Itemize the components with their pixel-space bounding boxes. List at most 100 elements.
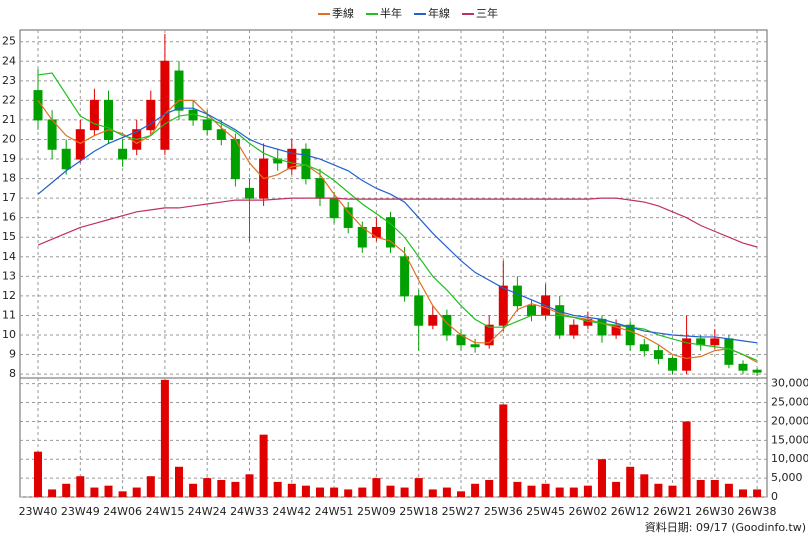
candle-body <box>597 318 607 336</box>
candle-body <box>470 344 480 348</box>
x-tick-label: 25W18 <box>399 505 438 518</box>
volume-bar <box>287 483 296 497</box>
volume-bar <box>217 480 226 497</box>
y-tick-label: 9 <box>9 348 16 361</box>
volume-bar <box>640 474 649 497</box>
candle-body <box>357 226 367 248</box>
candle-body <box>104 99 113 140</box>
x-tick-label: 25W36 <box>484 505 523 518</box>
x-tick-label: 23W49 <box>61 505 100 518</box>
y-tick-label: 14 <box>2 250 16 263</box>
y-tick-label: 15 <box>2 230 16 243</box>
volume-bar <box>231 481 240 497</box>
y-tick-label: 17 <box>2 191 16 204</box>
y-tick-label: 12 <box>2 289 16 302</box>
volume-bar <box>146 476 155 497</box>
candle-body <box>752 369 762 373</box>
legend-label: 三年 <box>476 6 498 20</box>
y2-tick-label: 5,000 <box>771 471 803 484</box>
x-tick-label: 26W02 <box>568 505 607 518</box>
footer: 資料日期: 09/17 (Goodinfo.tw) <box>645 520 806 534</box>
volume-bar <box>428 489 437 497</box>
y-tick-label: 19 <box>2 152 16 165</box>
x-tick-label: 25W09 <box>357 505 396 518</box>
x-tick-label: 23W40 <box>19 505 58 518</box>
x-tick-label: 24W06 <box>103 505 142 518</box>
ma-line <box>37 107 758 344</box>
y-tick-label: 8 <box>9 367 16 380</box>
volume-bar <box>189 483 198 497</box>
candle-body <box>710 338 720 346</box>
candle-body <box>442 314 452 336</box>
volume-bar <box>245 474 254 497</box>
ma-line <box>37 99 758 363</box>
volume-bar <box>724 483 733 497</box>
y2-tick-label: 25,000 <box>771 396 808 409</box>
x-tick-label: 26W30 <box>695 505 734 518</box>
ma-line <box>37 72 758 361</box>
candle-body <box>484 324 494 346</box>
volume-bar <box>583 485 592 497</box>
volume-bar <box>626 466 635 497</box>
y-tick-label: 18 <box>2 172 16 185</box>
volume-bar <box>90 487 99 497</box>
volume-bar <box>569 487 578 497</box>
volume-bar <box>499 404 508 497</box>
volume-bar <box>682 421 691 497</box>
candle-body <box>160 60 170 150</box>
candle-body <box>738 363 748 371</box>
y-tick-label: 16 <box>2 211 16 224</box>
volume-bar <box>132 487 141 497</box>
x-tick-label: 24W51 <box>315 505 354 518</box>
volume-bar <box>513 481 522 497</box>
volume-bar <box>175 466 183 497</box>
y2-tick-label: 20,000 <box>771 414 808 427</box>
volume-bar <box>753 489 762 497</box>
candle-body <box>512 285 522 307</box>
ma-line <box>37 197 758 248</box>
volume-bar <box>34 451 42 497</box>
volume-bar <box>598 459 606 497</box>
volume-bar <box>710 480 719 497</box>
candle-body <box>329 197 339 219</box>
x-tick-label: 25W45 <box>526 505 565 518</box>
candle-body <box>230 138 240 180</box>
candle-body <box>287 148 297 170</box>
x-tick-label: 24W24 <box>188 505 227 518</box>
volume-bar <box>457 491 465 497</box>
plot-frame <box>19 29 768 498</box>
y2-tick-label: 15,000 <box>771 433 808 446</box>
candle-body <box>639 344 649 352</box>
candle-body <box>555 305 565 336</box>
y2-tick-label: 0 <box>771 490 778 503</box>
volume-bar <box>203 478 212 497</box>
volume-bar <box>541 483 550 497</box>
candle-body <box>414 295 424 326</box>
candle-body <box>400 256 410 297</box>
candle-body <box>569 324 579 336</box>
volume-bar <box>527 485 536 497</box>
candle-body <box>682 338 692 371</box>
volume-bar <box>386 485 395 497</box>
candle-body <box>118 148 128 160</box>
candle-body <box>245 187 254 199</box>
candle-body <box>202 119 212 131</box>
y-tick-label: 22 <box>2 93 16 106</box>
candle-body <box>315 178 325 199</box>
y-tick-label: 25 <box>2 35 16 48</box>
x-tick-label: 26W21 <box>653 505 692 518</box>
volume-bar <box>654 483 663 497</box>
volume-bar <box>668 485 677 497</box>
candle-body <box>498 285 508 326</box>
candle-body <box>343 207 353 228</box>
y2-tick-label: 30,000 <box>771 377 808 390</box>
volume-bar <box>344 489 353 497</box>
x-tick-label: 26W38 <box>738 505 777 518</box>
volume-bar <box>555 487 564 497</box>
y2-tick-label: 10,000 <box>771 452 808 465</box>
volume-bar <box>739 489 747 497</box>
volume-bar <box>62 483 71 497</box>
volume-bar <box>358 487 367 497</box>
candle-body <box>428 314 438 326</box>
